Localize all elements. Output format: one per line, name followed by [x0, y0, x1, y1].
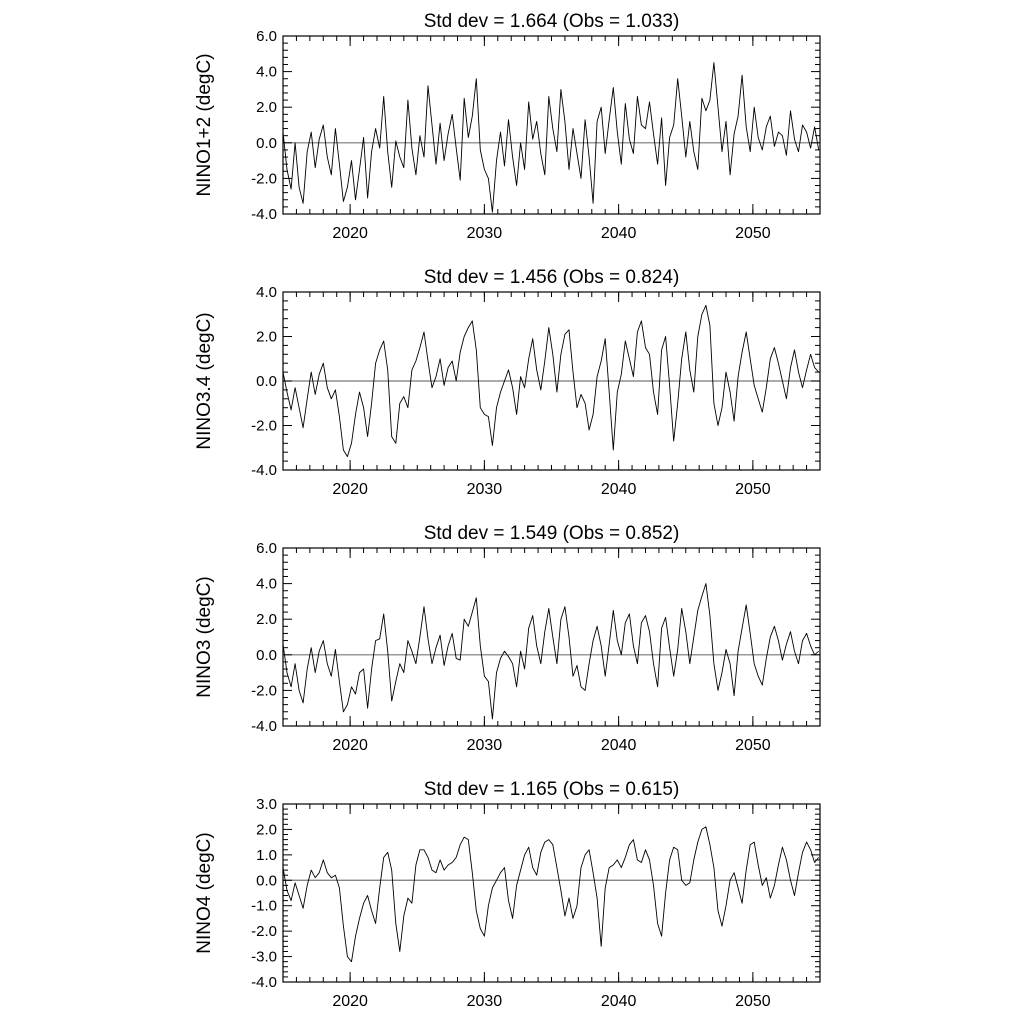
nino12-series-line — [283, 62, 820, 213]
nino34-ytick-label: -4.0 — [251, 462, 277, 479]
nino3-y-axis-label: NINO3 (degC) — [194, 576, 215, 697]
nino4-ytick-label: -4.0 — [251, 974, 277, 991]
nino4-title: Std dev = 1.165 (Obs = 0.615) — [424, 779, 680, 800]
nino12-y-axis-label: NINO1+2 (degC) — [194, 53, 215, 196]
nino4-xtick-label: 2040 — [601, 993, 637, 1010]
nino12-ytick-label: 4.0 — [256, 64, 277, 81]
nino12-xtick-label: 2050 — [735, 225, 771, 242]
nino3-plot-frame — [282, 547, 821, 727]
nino3-ytick-label: 0.0 — [256, 647, 277, 664]
nino12-plot-frame — [282, 35, 821, 215]
nino4-xtick-label: 2020 — [332, 993, 368, 1010]
nino34-title: Std dev = 1.456 (Obs = 0.824) — [424, 267, 680, 288]
nino3-xtick-label: 2030 — [467, 737, 503, 754]
nino4-ytick-label: -1.0 — [251, 898, 277, 915]
nino12-ytick-label: 2.0 — [256, 99, 277, 116]
nino12-xtick-label: 2040 — [601, 225, 637, 242]
nino34-ytick-label: 2.0 — [256, 329, 277, 346]
nino34-ytick-label: -2.0 — [251, 418, 277, 435]
nino4-y-axis-label: NINO4 (degC) — [194, 832, 215, 953]
nino34-xtick-label: 2020 — [332, 481, 368, 498]
nino3-xtick-label: 2040 — [601, 737, 637, 754]
nino12-title: Std dev = 1.664 (Obs = 1.033) — [424, 11, 680, 32]
nino12-ytick-label: -2.0 — [251, 170, 277, 187]
nino3-ytick-label: 4.0 — [256, 576, 277, 593]
nino4-plot-frame — [282, 803, 821, 983]
nino12-ytick-label: -4.0 — [251, 206, 277, 223]
nino3-ytick-label: -2.0 — [251, 682, 277, 699]
nino34-xtick-label: 2040 — [601, 481, 637, 498]
nino3-ytick-label: 2.0 — [256, 611, 277, 628]
nino12-panel: Std dev = 1.664 (Obs = 1.033) NINO1+2 (de… — [194, 11, 821, 242]
nino4-ytick-label: 0.0 — [256, 872, 277, 889]
nino3-xtick-label: 2050 — [735, 737, 771, 754]
nino4-xtick-label: 2050 — [735, 993, 771, 1010]
nino4-ytick-label: -2.0 — [251, 923, 277, 940]
nino3-ytick-label: -4.0 — [251, 718, 277, 735]
nino3-xtick-label: 2020 — [332, 737, 368, 754]
nino34-plot-frame — [282, 291, 821, 471]
nino4-ytick-label: 2.0 — [256, 821, 277, 838]
nino34-xtick-label: 2030 — [467, 481, 503, 498]
nino4-xtick-label: 2030 — [467, 993, 503, 1010]
nino12-xtick-label: 2030 — [467, 225, 503, 242]
nino3-ytick-label: 6.0 — [256, 540, 277, 557]
nino12-ytick-label: 0.0 — [256, 135, 277, 152]
nino4-series-line — [283, 826, 820, 963]
nino34-series-line — [283, 304, 820, 458]
nino4-panel: Std dev = 1.165 (Obs = 0.615) NINO4 (degC… — [194, 779, 821, 1010]
nino34-xtick-label: 2050 — [735, 481, 771, 498]
nino34-ytick-label: 0.0 — [256, 373, 277, 390]
nino4-ytick-label: 1.0 — [256, 847, 277, 864]
nino3-panel: Std dev = 1.549 (Obs = 0.852) NINO3 (degC… — [194, 523, 821, 754]
nino34-ytick-label: 4.0 — [256, 284, 277, 301]
nino12-xtick-label: 2020 — [332, 225, 368, 242]
nino3-series-line — [283, 583, 819, 720]
nino34-panel: Std dev = 1.456 (Obs = 0.824) NINO3.4 (de… — [194, 267, 821, 498]
nino4-ytick-label: -3.0 — [251, 949, 277, 966]
nino34-y-axis-label: NINO3.4 (degC) — [194, 312, 215, 449]
nino3-title: Std dev = 1.549 (Obs = 0.852) — [424, 523, 680, 544]
nino12-ytick-label: 6.0 — [256, 28, 277, 45]
nino4-ytick-label: 3.0 — [256, 796, 277, 813]
